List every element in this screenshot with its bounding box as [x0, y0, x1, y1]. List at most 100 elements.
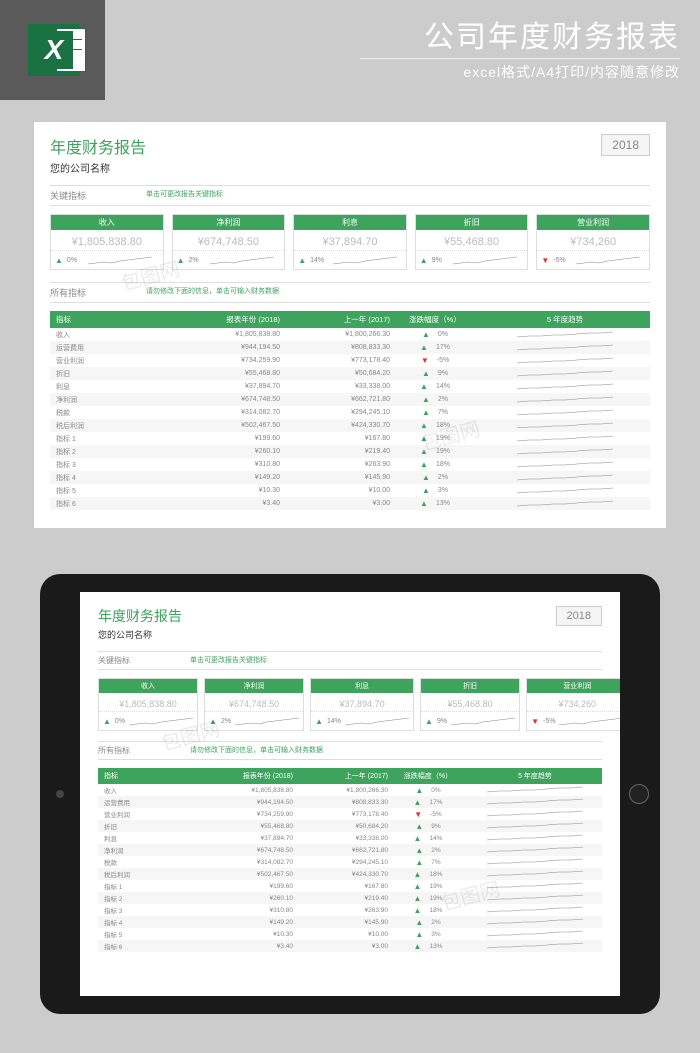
all-hint[interactable]: 请勿修改下面的信息，单击可输入财务数据: [146, 286, 279, 299]
row-arrow-icon: ▲: [422, 395, 430, 404]
table-row[interactable]: 指标 6¥3.40¥3.00▲13%: [98, 940, 602, 952]
cell-y2: ¥263.90: [293, 907, 388, 914]
cell-pct: 14%: [429, 835, 442, 842]
table-header: 指标 报表年份 (2018) 上一年 (2017) 涨跌幅度（%） 5 年度趋势: [50, 311, 650, 328]
table-row[interactable]: 税款¥314,082.70¥294,245.10▲7%: [98, 856, 602, 868]
all-hint-tablet[interactable]: 请勿修改下面的信息，单击可输入财务数据: [190, 745, 323, 756]
company-name-tablet: 您的公司名称: [98, 628, 602, 641]
table-row[interactable]: 指标 4¥149.20¥145.90▲2%: [98, 916, 602, 928]
cell-y2: ¥33,338.00: [280, 383, 390, 390]
kpi-hint-tablet[interactable]: 单击可更改报告关键指标: [190, 655, 267, 666]
table-row[interactable]: 指标 2¥260.10¥219.40▲19%: [50, 445, 650, 458]
table-row[interactable]: 指标 3¥310.80¥263.90▲18%: [50, 458, 650, 471]
cell-pct: 3%: [438, 487, 448, 494]
kpi-label: 折旧: [421, 679, 519, 693]
table-row[interactable]: 指标 4¥149.20¥145.90▲2%: [50, 471, 650, 484]
cell-pct: 13%: [429, 943, 442, 950]
cell-name: 指标 3: [50, 460, 170, 470]
cell-name: 指标 1: [98, 881, 198, 891]
row-arrow-icon: ▼: [414, 810, 422, 819]
cell-name: 指标 2: [50, 447, 170, 457]
kpi-card[interactable]: 营业利润¥734,260▼-5%: [536, 214, 650, 270]
cell-name: 利息: [50, 382, 170, 392]
row-arrow-icon: ▲: [420, 447, 428, 456]
trend-sparkline: [468, 809, 602, 817]
table-row[interactable]: 指标 1¥199.60¥167.80▲19%: [50, 432, 650, 445]
trend-sparkline: [480, 395, 650, 403]
cell-pct: 18%: [429, 871, 442, 878]
sparkline: [345, 715, 409, 727]
kpi-hint[interactable]: 单击可更改报告关键指标: [146, 189, 223, 202]
table-row[interactable]: 利息¥37,894.70¥33,338.00▲14%: [98, 832, 602, 844]
table-row[interactable]: 指标 1¥199.60¥167.80▲19%: [98, 880, 602, 892]
table-header-tablet: 指标 报表年份 (2018) 上一年 (2017) 涨跌幅度（%） 5 年度趋势: [98, 768, 602, 784]
cell-y1: ¥944,194.50: [198, 799, 293, 806]
excel-x: X: [35, 31, 73, 69]
row-arrow-icon: ▲: [420, 343, 428, 352]
table-row[interactable]: 收入¥1,805,838.80¥1,800,266.30▲0%: [98, 784, 602, 796]
kpi-pct: -5%: [553, 257, 565, 264]
trend-arrow-icon: ▲: [209, 717, 217, 726]
kpi-card[interactable]: 折旧¥55,468.80▲9%: [415, 214, 529, 270]
table-row[interactable]: 收入¥1,805,838.80¥1,800,266.30▲0%: [50, 328, 650, 341]
kpi-card[interactable]: 利息¥37,894.70▲14%: [293, 214, 407, 270]
table-row[interactable]: 折旧¥55,468.80¥50,684.20▲9%: [50, 367, 650, 380]
cell-y1: ¥260.10: [170, 448, 280, 455]
sparkline: [129, 715, 193, 727]
kpi-card[interactable]: 折旧¥55,468.80▲9%: [420, 678, 520, 731]
table-row[interactable]: 税后利润¥502,467.50¥424,330.70▲18%: [98, 868, 602, 880]
cell-name: 净利润: [98, 845, 198, 855]
table-row[interactable]: 折旧¥55,468.80¥50,684.20▲9%: [98, 820, 602, 832]
kpi-card[interactable]: 营业利润¥734,260▼-5%: [526, 678, 620, 731]
table-row[interactable]: 营业利润¥734,259.90¥773,178.40▼-5%: [98, 808, 602, 820]
trend-sparkline: [480, 473, 650, 481]
cell-pct: 9%: [438, 370, 448, 377]
cell-name: 指标 6: [98, 941, 198, 951]
table-row[interactable]: 指标 5¥10.30¥10.00▲3%: [98, 928, 602, 940]
row-arrow-icon: ▲: [415, 786, 423, 795]
kpi-card[interactable]: 收入¥1,805,838.80▲0%: [50, 214, 164, 270]
table-row[interactable]: 指标 2¥260.10¥219.40▲19%: [98, 892, 602, 904]
table-row[interactable]: 税款¥314,082.70¥294,245.10▲7%: [50, 406, 650, 419]
year-box[interactable]: 2018: [601, 134, 650, 156]
cell-y1: ¥502,467.50: [198, 871, 293, 878]
cell-y2: ¥50,684.20: [293, 823, 388, 830]
kpi-pct: 2%: [221, 718, 231, 725]
kpi-section-text-tablet: 关键指标: [98, 655, 130, 666]
kpi-card[interactable]: 收入¥1,805,838.80▲0%: [98, 678, 198, 731]
table-row[interactable]: 净利润¥674,748.50¥662,721.80▲2%: [98, 844, 602, 856]
cell-y1: ¥10.30: [198, 931, 293, 938]
table-row[interactable]: 税后利润¥502,467.50¥424,330.70▲18%: [50, 419, 650, 432]
table-row[interactable]: 运营费用¥944,194.50¥808,833.30▲17%: [98, 796, 602, 808]
cell-y2: ¥50,684.20: [280, 370, 390, 377]
kpi-value: ¥734,260: [537, 230, 649, 251]
kpi-card[interactable]: 利息¥37,894.70▲14%: [310, 678, 414, 731]
year-box-tablet[interactable]: 2018: [556, 606, 602, 626]
table-row[interactable]: 利息¥37,894.70¥33,338.00▲14%: [50, 380, 650, 393]
table-row[interactable]: 净利润¥674,748.50¥662,721.80▲2%: [50, 393, 650, 406]
table-row[interactable]: 运营费用¥944,194.50¥808,833.30▲17%: [50, 341, 650, 354]
kpi-label: 净利润: [205, 679, 303, 693]
trend-sparkline: [480, 382, 650, 390]
cell-y2: ¥662,721.80: [280, 396, 390, 403]
kpi-pct: 0%: [67, 257, 77, 264]
cell-name: 收入: [50, 330, 170, 340]
table-row[interactable]: 营业利润¥734,259.90¥773,178.40▼-5%: [50, 354, 650, 367]
trend-sparkline: [468, 833, 602, 841]
header-sub-title: excel格式/A4打印/内容随意修改: [424, 62, 680, 82]
table-row[interactable]: 指标 5¥10.30¥10.00▲3%: [50, 484, 650, 497]
cell-y1: ¥674,748.50: [170, 396, 280, 403]
cell-y1: ¥1,805,838.80: [170, 331, 280, 338]
trend-arrow-icon: ▲: [315, 717, 323, 726]
kpi-value: ¥55,468.80: [416, 230, 528, 251]
row-arrow-icon: ▼: [421, 356, 429, 365]
sparkline: [570, 254, 645, 266]
all-section-label: 所有指标 请勿修改下面的信息，单击可输入财务数据: [50, 282, 650, 303]
sparkline: [559, 715, 620, 727]
kpi-card[interactable]: 净利润¥674,748.50▲2%: [172, 214, 286, 270]
cell-y2: ¥33,338.00: [293, 835, 388, 842]
table-row[interactable]: 指标 3¥310.80¥263.90▲18%: [98, 904, 602, 916]
table-row[interactable]: 指标 6¥3.40¥3.00▲13%: [50, 497, 650, 510]
kpi-label: 收入: [51, 215, 163, 230]
kpi-card[interactable]: 净利润¥674,748.50▲2%: [204, 678, 304, 731]
